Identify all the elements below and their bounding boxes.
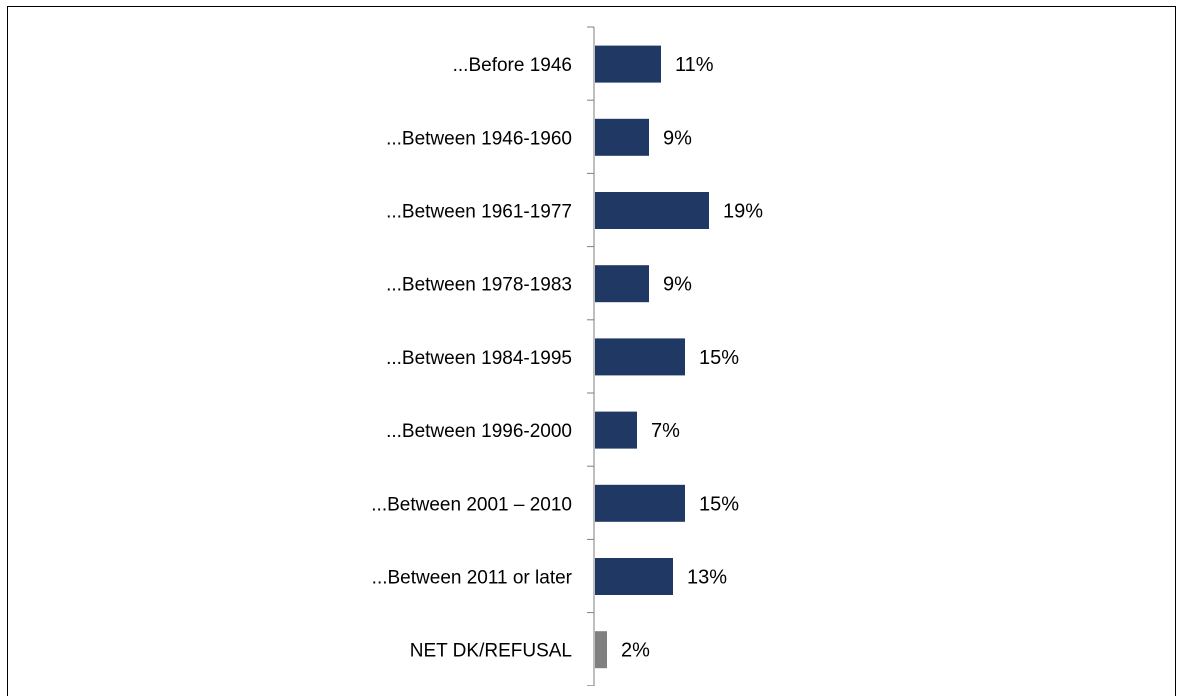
category-label: ...Between 2001 – 2010 (371, 494, 572, 515)
bar (595, 631, 607, 669)
data-label: 2% (621, 640, 650, 662)
category-label: ...Before 1946 (453, 55, 572, 76)
bar (595, 265, 649, 303)
data-label: 15% (699, 493, 739, 515)
category-label: ...Between 1961-1977 (386, 202, 572, 223)
bar (595, 118, 649, 156)
data-label: 9% (663, 274, 692, 296)
data-label: 13% (687, 567, 727, 589)
bar (595, 45, 661, 83)
category-label: ...Between 1996-2000 (386, 421, 572, 442)
category-label: ...Between 2011 or later (372, 568, 573, 589)
category-label: NET DK/REFUSAL (410, 641, 572, 662)
bar (595, 338, 685, 376)
category-label: ...Between 1946-1960 (386, 128, 572, 149)
category-label: ...Between 1978-1983 (386, 275, 572, 296)
bar (595, 558, 673, 595)
data-label: 11% (675, 54, 714, 76)
data-label: 7% (651, 420, 680, 442)
data-label: 15% (699, 347, 739, 369)
bar (595, 411, 637, 449)
chart-frame (7, 6, 1176, 696)
data-label: 19% (723, 201, 763, 223)
bar (595, 192, 709, 229)
bar (595, 484, 685, 522)
category-label: ...Between 1984-1995 (386, 348, 572, 369)
data-label: 9% (663, 127, 692, 149)
